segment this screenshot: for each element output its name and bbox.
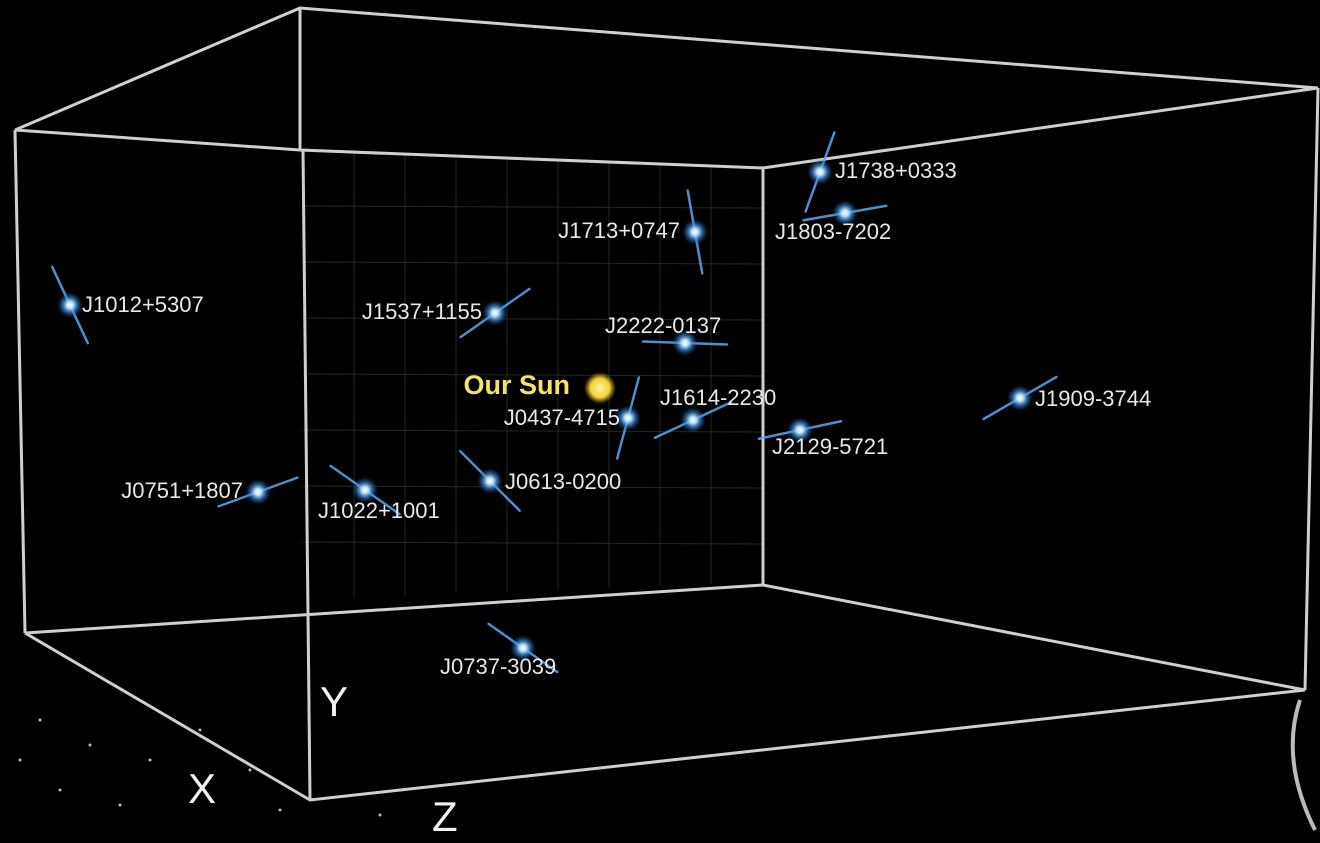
dust xyxy=(249,769,252,772)
star xyxy=(477,468,503,494)
star xyxy=(807,159,833,185)
pulsar-label: J0613-0200 xyxy=(505,469,621,494)
dust xyxy=(279,809,282,812)
pulsar-label: J1012+5307 xyxy=(82,292,204,317)
dust xyxy=(89,744,92,747)
star xyxy=(482,300,508,326)
pulsar-label: J1738+0333 xyxy=(835,158,957,183)
pulsar-label: J2222-0137 xyxy=(605,313,721,338)
star xyxy=(1007,385,1033,411)
pulsar-label: J1803-7202 xyxy=(775,219,891,244)
pulsar-label: J1537+1155 xyxy=(362,299,482,324)
dust xyxy=(119,804,122,807)
axis-label: Y xyxy=(320,678,348,725)
star xyxy=(680,407,706,433)
dust xyxy=(149,759,152,762)
pulsar-label: J1022+1001 xyxy=(318,498,440,523)
pulsar-label: J2129-5721 xyxy=(772,434,888,459)
pulsar-label: J0737-3039 xyxy=(440,654,556,679)
pulsar-label: J1614-2230 xyxy=(660,385,776,410)
star xyxy=(245,479,271,505)
dust xyxy=(59,789,62,792)
pulsar-label: J0437-4715 xyxy=(504,405,620,430)
sun-marker xyxy=(584,372,616,404)
sun-label: Our Sun xyxy=(464,370,571,400)
axis-label: Z xyxy=(432,793,458,840)
dust xyxy=(39,719,42,722)
pulsar-label: J1713+0747 xyxy=(558,218,680,243)
pulsar-label: J1909-3744 xyxy=(1035,386,1151,411)
axis-label: X xyxy=(188,765,216,812)
pulsar-label: J0751+1807 xyxy=(121,478,243,503)
star xyxy=(682,219,708,245)
dust xyxy=(199,729,202,732)
scene: J1738+0333 J1803-7202 J1713+0747 J1012+5307… xyxy=(0,0,1320,843)
page: {"pulsars": ["J1738+0333", "J1803-7202",… xyxy=(0,0,1320,843)
dust xyxy=(379,814,382,817)
star xyxy=(57,292,83,318)
dust xyxy=(19,759,22,762)
